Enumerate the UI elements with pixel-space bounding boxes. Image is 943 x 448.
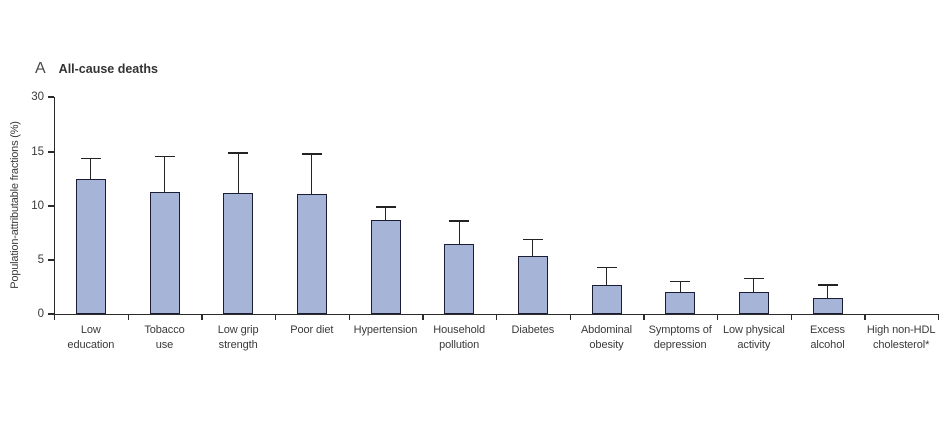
category-label: Diabetes bbox=[511, 324, 555, 336]
x-axis-tick bbox=[275, 315, 277, 321]
x-axis-tick bbox=[201, 315, 203, 321]
category-label: Low education bbox=[67, 324, 115, 351]
category-label: Abdominal obesity bbox=[580, 324, 633, 351]
x-axis-tick bbox=[54, 315, 56, 321]
category-label: Hypertension bbox=[353, 324, 418, 336]
category-label: Tobacco use bbox=[144, 324, 185, 351]
bar bbox=[517, 255, 548, 314]
y-axis-tick bbox=[48, 96, 54, 98]
y-tick-label: 5 bbox=[37, 254, 44, 266]
bar bbox=[738, 292, 769, 314]
error-bar-cap bbox=[522, 238, 543, 241]
x-axis-tick bbox=[717, 315, 719, 321]
error-bar-line bbox=[532, 239, 534, 256]
bar bbox=[149, 191, 180, 314]
error-bar-cap bbox=[301, 153, 322, 155]
y-axis-tick bbox=[48, 313, 54, 315]
panel-letter: A bbox=[35, 60, 46, 77]
y-tick-label: 30 bbox=[31, 91, 44, 103]
bar bbox=[812, 297, 843, 314]
x-axis-line bbox=[54, 314, 940, 316]
y-axis-tick bbox=[48, 205, 54, 207]
error-bar-line bbox=[826, 284, 829, 298]
category-label: High non-HDL cholesterol* bbox=[866, 324, 936, 351]
error-bar-line bbox=[605, 267, 608, 285]
x-axis-tick bbox=[496, 315, 498, 321]
x-axis-tick bbox=[569, 315, 572, 321]
error-bar-line bbox=[458, 221, 460, 244]
bar bbox=[370, 220, 401, 314]
bar bbox=[223, 193, 254, 314]
y-axis-tick bbox=[48, 259, 54, 261]
error-bar-cap bbox=[80, 157, 101, 160]
error-bar-line bbox=[679, 281, 681, 293]
error-bar-cap bbox=[817, 284, 838, 286]
panel-title: A All-cause deaths bbox=[35, 60, 158, 78]
error-bar-line bbox=[753, 278, 755, 293]
y-axis-tick bbox=[48, 151, 54, 153]
category-label: Low physical activity bbox=[722, 324, 785, 351]
bar bbox=[591, 284, 622, 314]
x-axis-tick bbox=[643, 315, 645, 321]
y-tick-label: 10 bbox=[31, 200, 44, 212]
bar bbox=[296, 194, 327, 314]
x-axis-tick bbox=[127, 315, 130, 321]
y-tick-label: 15 bbox=[31, 146, 44, 158]
error-bar-line bbox=[90, 158, 92, 179]
error-bar-line bbox=[384, 207, 387, 221]
category-label: Poor diet bbox=[290, 324, 334, 336]
x-axis-tick bbox=[790, 315, 793, 321]
error-bar-cap bbox=[228, 152, 249, 154]
error-bar-cap bbox=[743, 277, 764, 280]
bar bbox=[75, 179, 106, 314]
error-bar-cap bbox=[449, 220, 470, 222]
x-axis-tick bbox=[422, 315, 424, 321]
error-bar-cap bbox=[670, 280, 691, 283]
category-label: Low grip strength bbox=[217, 324, 259, 351]
y-axis-line bbox=[54, 97, 56, 316]
x-axis-tick bbox=[864, 315, 866, 321]
category-label: Symptoms of depression bbox=[648, 324, 712, 351]
category-label: Excess alcohol bbox=[810, 324, 845, 351]
y-tick-label: 0 bbox=[37, 308, 44, 320]
error-bar-cap bbox=[154, 155, 175, 157]
x-axis-tick bbox=[348, 315, 351, 321]
category-label: Household pollution bbox=[433, 324, 485, 351]
x-axis-tick bbox=[938, 315, 940, 321]
bar bbox=[444, 243, 475, 314]
error-bar-line bbox=[163, 156, 166, 192]
error-bar-cap bbox=[596, 266, 617, 269]
panel-heading: All-cause deaths bbox=[58, 62, 159, 76]
error-bar-line bbox=[311, 154, 313, 195]
error-bar-cap bbox=[375, 206, 396, 208]
bar bbox=[665, 292, 696, 314]
error-bar-line bbox=[237, 153, 239, 194]
